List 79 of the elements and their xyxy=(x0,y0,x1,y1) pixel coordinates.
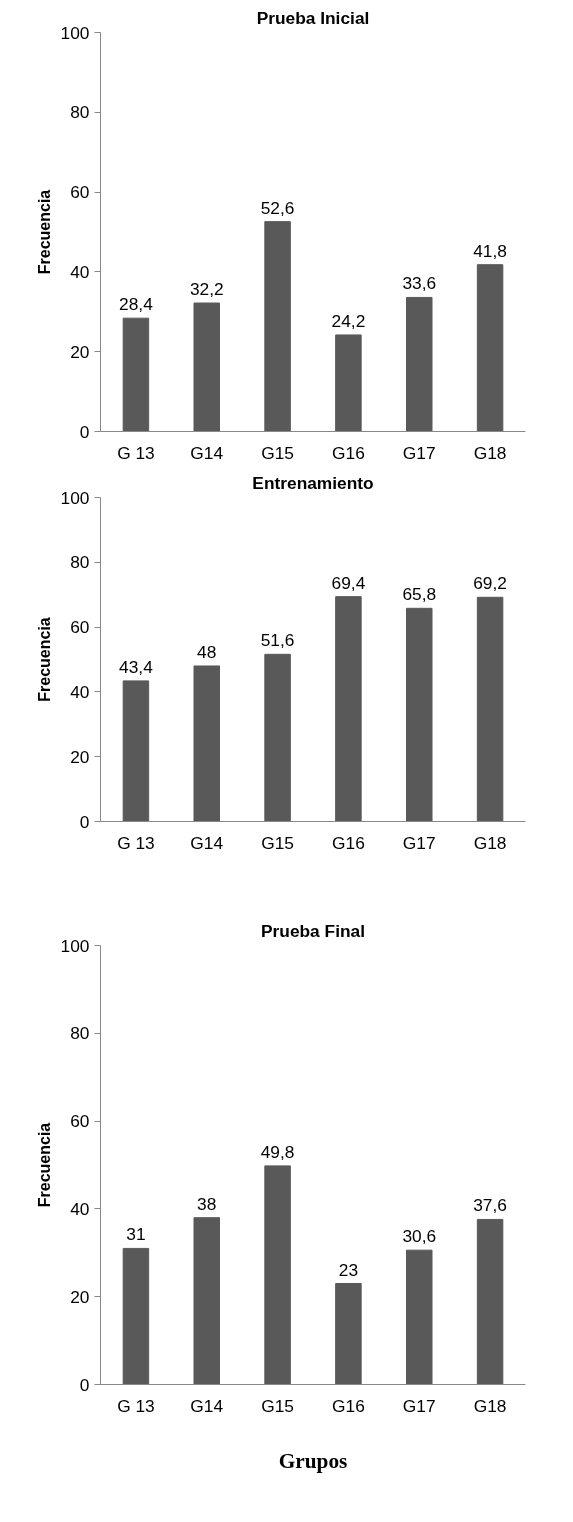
chart-title: Prueba Final xyxy=(261,920,365,941)
y-tick-label: 100 xyxy=(60,487,90,508)
bar xyxy=(406,1249,433,1385)
data-label: 24,2 xyxy=(331,310,366,331)
data-label: 52,6 xyxy=(260,197,295,218)
x-tick-label: G14 xyxy=(190,1395,224,1416)
bar xyxy=(476,264,504,432)
bar xyxy=(335,1283,362,1385)
bar xyxy=(335,334,362,432)
x-tick-label: G 13 xyxy=(117,442,155,463)
y-tick-label: 40 xyxy=(70,1198,90,1219)
x-tick-label: G15 xyxy=(261,442,294,463)
y-tick-label: 100 xyxy=(60,935,90,956)
data-label: 31 xyxy=(126,1224,146,1245)
bar xyxy=(406,296,433,432)
x-axis-title: Grupos xyxy=(278,1448,348,1473)
bar xyxy=(264,221,291,432)
x-tick-label: G15 xyxy=(261,832,294,853)
chart-title: Entrenamiento xyxy=(252,472,374,493)
bar xyxy=(476,1218,504,1385)
bar xyxy=(335,596,362,822)
x-tick-label: G16 xyxy=(332,1395,365,1416)
x-tick-label: G14 xyxy=(190,442,224,463)
data-label: 28,4 xyxy=(119,294,154,315)
data-label: 49,8 xyxy=(260,1141,295,1162)
y-tick-label: 0 xyxy=(79,421,90,442)
chart-title: Prueba Inicial xyxy=(256,7,370,28)
y-tick-label: 40 xyxy=(70,681,90,702)
data-label: 33,6 xyxy=(402,273,437,294)
data-label: 37,6 xyxy=(473,1195,507,1216)
bar xyxy=(122,317,150,432)
y-tick-label: 80 xyxy=(70,552,90,573)
data-label: 43,4 xyxy=(119,656,154,677)
data-label: 30,6 xyxy=(402,1226,437,1247)
x-tick-label: G17 xyxy=(402,832,436,853)
data-label: 41,8 xyxy=(473,240,507,261)
x-tick-label: G15 xyxy=(261,1395,294,1416)
data-label: 65,8 xyxy=(402,584,437,605)
bar xyxy=(193,1217,220,1385)
y-tick-label: 20 xyxy=(70,746,90,767)
data-label: 69,2 xyxy=(473,573,507,594)
y-tick-label: 60 xyxy=(70,182,90,203)
y-tick-label: 20 xyxy=(70,341,90,362)
y-axis-title: Frecuencia xyxy=(35,189,53,275)
data-label: 23 xyxy=(338,1259,359,1280)
x-tick-label: G18 xyxy=(473,1395,507,1416)
bar xyxy=(193,302,220,432)
y-tick-label: 80 xyxy=(70,1023,90,1044)
bar xyxy=(406,607,433,822)
y-axis-title: Frecuencia xyxy=(35,617,53,702)
bar xyxy=(122,680,150,822)
bar xyxy=(264,653,291,822)
y-tick-label: 0 xyxy=(79,1374,90,1395)
data-label: 51,6 xyxy=(260,630,295,651)
x-tick-label: G18 xyxy=(473,442,507,463)
data-label: 69,4 xyxy=(331,572,366,593)
data-label: 48 xyxy=(197,641,217,662)
y-tick-label: 40 xyxy=(70,261,90,282)
y-tick-label: 80 xyxy=(70,102,90,123)
x-tick-label: G17 xyxy=(402,1395,436,1416)
x-tick-label: G 13 xyxy=(117,1395,155,1416)
bar xyxy=(476,596,504,822)
x-tick-label: G17 xyxy=(402,442,436,463)
y-tick-label: 60 xyxy=(70,617,90,638)
y-axis-title: Frecuencia xyxy=(35,1122,53,1208)
y-tick-label: 20 xyxy=(70,1286,90,1307)
bar xyxy=(122,1247,150,1385)
bar xyxy=(193,665,220,822)
x-tick-label: G16 xyxy=(332,442,365,463)
x-tick-label: G16 xyxy=(332,832,365,853)
y-tick-label: 0 xyxy=(79,811,90,832)
bar xyxy=(264,1165,291,1385)
data-label: 32,2 xyxy=(189,279,224,300)
y-tick-label: 60 xyxy=(70,1111,90,1132)
x-tick-label: G18 xyxy=(473,832,507,853)
data-label: 38 xyxy=(197,1193,217,1214)
x-tick-label: G 13 xyxy=(117,832,155,853)
y-tick-label: 100 xyxy=(60,22,90,43)
x-tick-label: G14 xyxy=(190,832,224,853)
